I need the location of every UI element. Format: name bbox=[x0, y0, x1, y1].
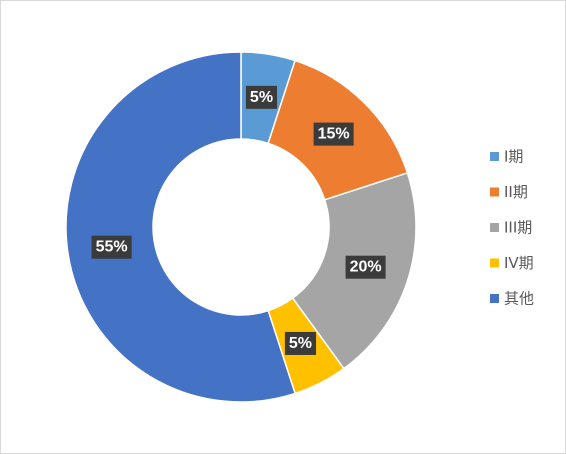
value-label-box bbox=[313, 122, 354, 146]
legend-label: IV期 bbox=[504, 254, 534, 272]
value-label: 20% bbox=[350, 259, 382, 276]
value-label-box bbox=[91, 235, 132, 259]
legend-label: II期 bbox=[504, 183, 528, 201]
legend-swatch bbox=[490, 152, 499, 161]
legend-swatch bbox=[490, 223, 499, 232]
value-label: 5% bbox=[250, 89, 273, 106]
legend-swatch bbox=[490, 258, 499, 268]
value-label: 55% bbox=[96, 239, 128, 256]
value-label: 15% bbox=[318, 126, 350, 143]
value-label-box bbox=[345, 255, 386, 279]
legend-label: I期 bbox=[504, 148, 523, 166]
slice bbox=[65, 51, 297, 403]
legend-label: 其他 bbox=[504, 290, 534, 308]
legend-swatch bbox=[490, 187, 499, 197]
value-label: 5% bbox=[289, 335, 312, 352]
value-label-box bbox=[245, 85, 278, 109]
value-label-box bbox=[284, 331, 317, 355]
legend-label: III期 bbox=[504, 219, 532, 237]
legend-swatch bbox=[490, 294, 499, 303]
